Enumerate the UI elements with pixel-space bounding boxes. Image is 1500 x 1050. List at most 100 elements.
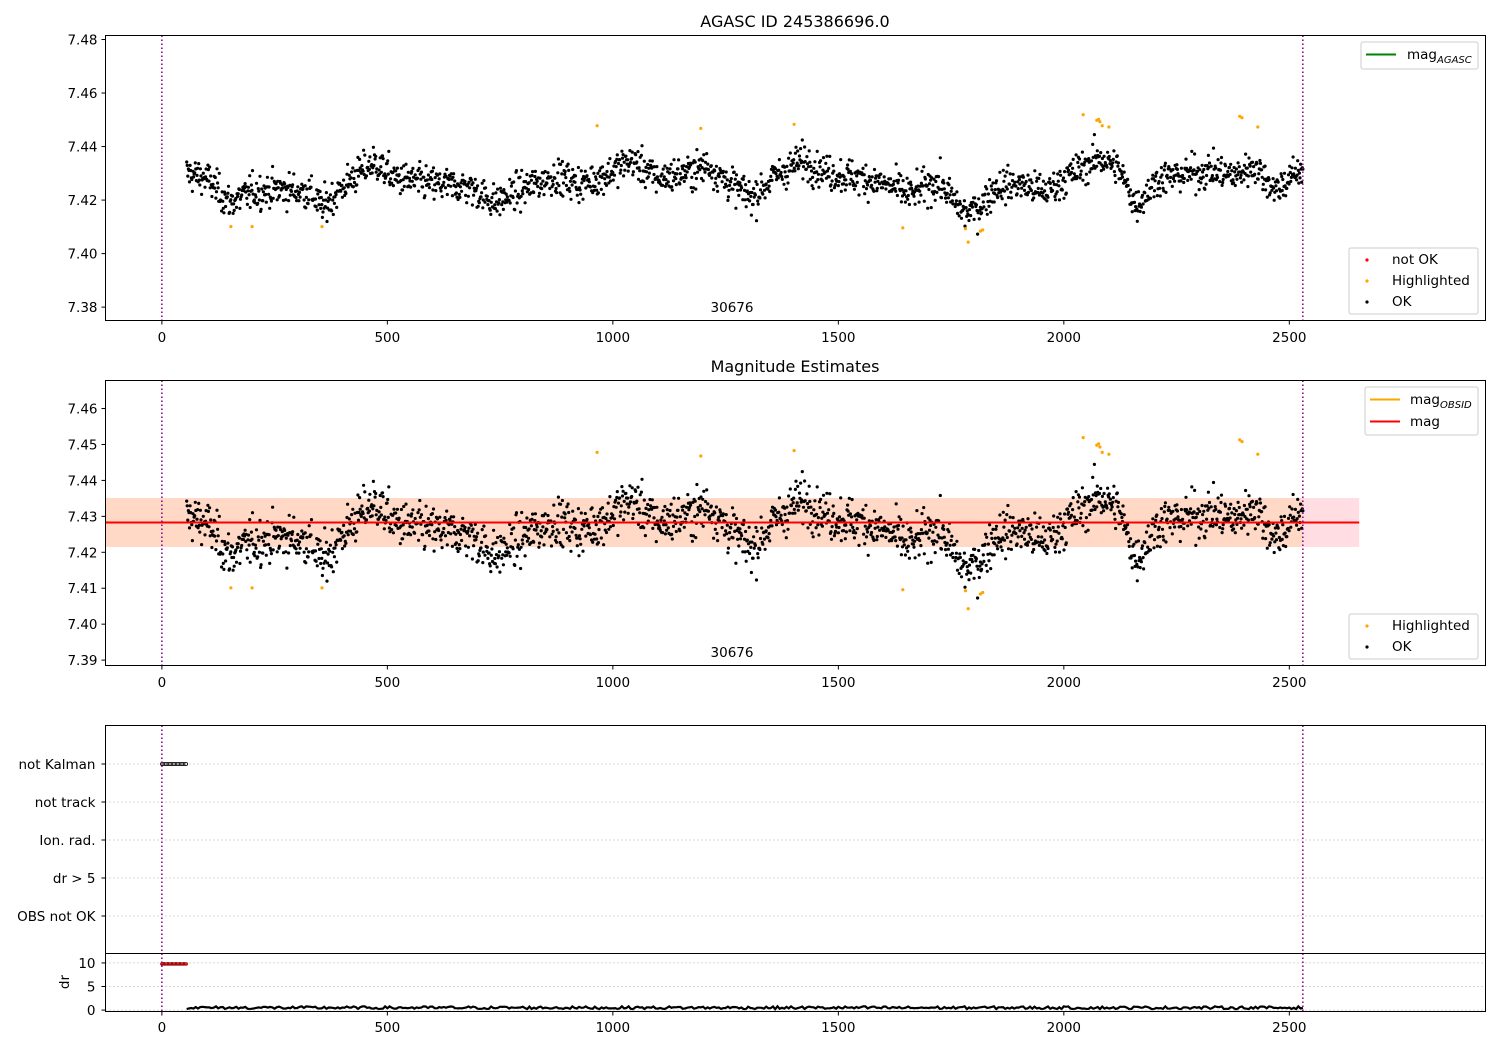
data-point-ok (640, 477, 644, 481)
data-point-ok (563, 516, 567, 520)
data-point-ok (518, 175, 522, 179)
data-point-ok (878, 528, 882, 532)
data-point-ok (1299, 502, 1303, 506)
data-point-ok (1236, 516, 1240, 520)
data-point-ok (1293, 166, 1297, 170)
data-point-ok (549, 193, 554, 197)
data-point-ok (1151, 173, 1155, 177)
data-point-ok (1127, 194, 1131, 198)
data-point-ok (732, 513, 736, 517)
data-point-ok (1179, 524, 1183, 529)
data-point-ok (238, 197, 243, 201)
data-point-ok (1223, 164, 1228, 168)
data-point-ok (1013, 526, 1017, 530)
data-point-ok (896, 527, 900, 531)
data-point-ok (588, 533, 593, 537)
data-point-ok (1159, 507, 1163, 511)
data-point-ok (839, 189, 843, 193)
data-point-ok (1163, 501, 1167, 505)
data-point-ok (390, 181, 394, 185)
data-point-ok (540, 535, 544, 539)
data-point-ok (481, 206, 485, 210)
data-point-ok (749, 570, 754, 575)
data-point-ok (978, 564, 982, 568)
data-point-ok (1060, 188, 1064, 192)
data-point-ok (639, 153, 644, 157)
data-point-ok (1110, 164, 1114, 168)
data-point-ok (780, 177, 784, 181)
data-point-ok (652, 172, 656, 177)
data-point-ok (618, 514, 622, 518)
data-point-ok (1289, 179, 1293, 183)
data-point-ok (1166, 176, 1170, 180)
data-point-ok (1158, 545, 1162, 549)
data-point-ok (1076, 500, 1080, 504)
data-point-ok (1189, 507, 1193, 511)
data-point-ok (961, 559, 965, 563)
data-point-ok (596, 514, 600, 519)
data-point-ok (1256, 177, 1260, 181)
data-point-ok (862, 173, 866, 177)
data-point-ok (1245, 507, 1249, 511)
data-point-ok (706, 162, 710, 166)
data-point-ok (670, 185, 674, 189)
data-point-ok (193, 514, 197, 518)
data-point-ok (876, 179, 880, 183)
data-point-ok (894, 539, 898, 543)
data-point-ok (1213, 505, 1217, 509)
data-point-ok (208, 165, 212, 169)
data-point-ok (1090, 167, 1094, 171)
data-point-ok (903, 200, 908, 204)
data-point-ok (602, 192, 606, 196)
data-point-ok (1071, 496, 1075, 500)
data-point-ok (730, 506, 735, 510)
data-point-ok (422, 175, 426, 179)
data-point-ok (1023, 528, 1027, 532)
x-tick-label: 500 (374, 1020, 400, 1036)
data-point-ok (583, 511, 587, 516)
data-point-ok (238, 561, 242, 566)
data-point-ok (1281, 523, 1285, 527)
data-point-ok (551, 529, 555, 534)
data-point-ok (718, 510, 723, 514)
data-point-ok (855, 180, 859, 184)
data-point-ok (468, 186, 472, 190)
data-point-ok (954, 199, 959, 203)
data-point-ok (431, 188, 435, 192)
data-point-ok (1291, 492, 1295, 497)
data-point-ok (1210, 517, 1214, 522)
data-point-ok (947, 530, 951, 534)
data-point-ok (1160, 173, 1164, 177)
data-point-ok (925, 184, 929, 188)
data-point-ok (935, 190, 939, 194)
data-point-ok (932, 522, 936, 526)
data-point-ok (597, 181, 601, 185)
data-point-ok (244, 539, 248, 544)
data-point-ok (785, 519, 790, 523)
data-point-ok (480, 181, 484, 185)
data-point-ok (1020, 534, 1024, 539)
data-point-ok (1210, 174, 1214, 178)
data-point-ok (534, 182, 538, 186)
data-point-ok (577, 554, 581, 558)
data-point-ok (285, 210, 289, 214)
data-point-ok (320, 203, 324, 207)
data-point-ok (1037, 543, 1041, 548)
data-point-ok (520, 510, 524, 515)
data-point-ok (1174, 517, 1178, 521)
data-point-ok (1263, 164, 1267, 168)
data-point-ok (576, 507, 581, 511)
data-point-ok (1143, 191, 1147, 195)
data-point-ok (394, 524, 398, 528)
data-point-ok (1132, 192, 1136, 196)
data-point-ok (1229, 162, 1233, 166)
data-point-ok (276, 534, 280, 538)
data-point-ok (214, 548, 218, 552)
data-point-ok (831, 164, 835, 168)
data-point-ok (472, 186, 476, 190)
data-point-ok (354, 539, 358, 543)
data-point-ok (185, 499, 189, 503)
y-tick-label: 0 (87, 1003, 96, 1019)
data-point-ok (204, 175, 208, 179)
data-point-ok (652, 516, 656, 520)
